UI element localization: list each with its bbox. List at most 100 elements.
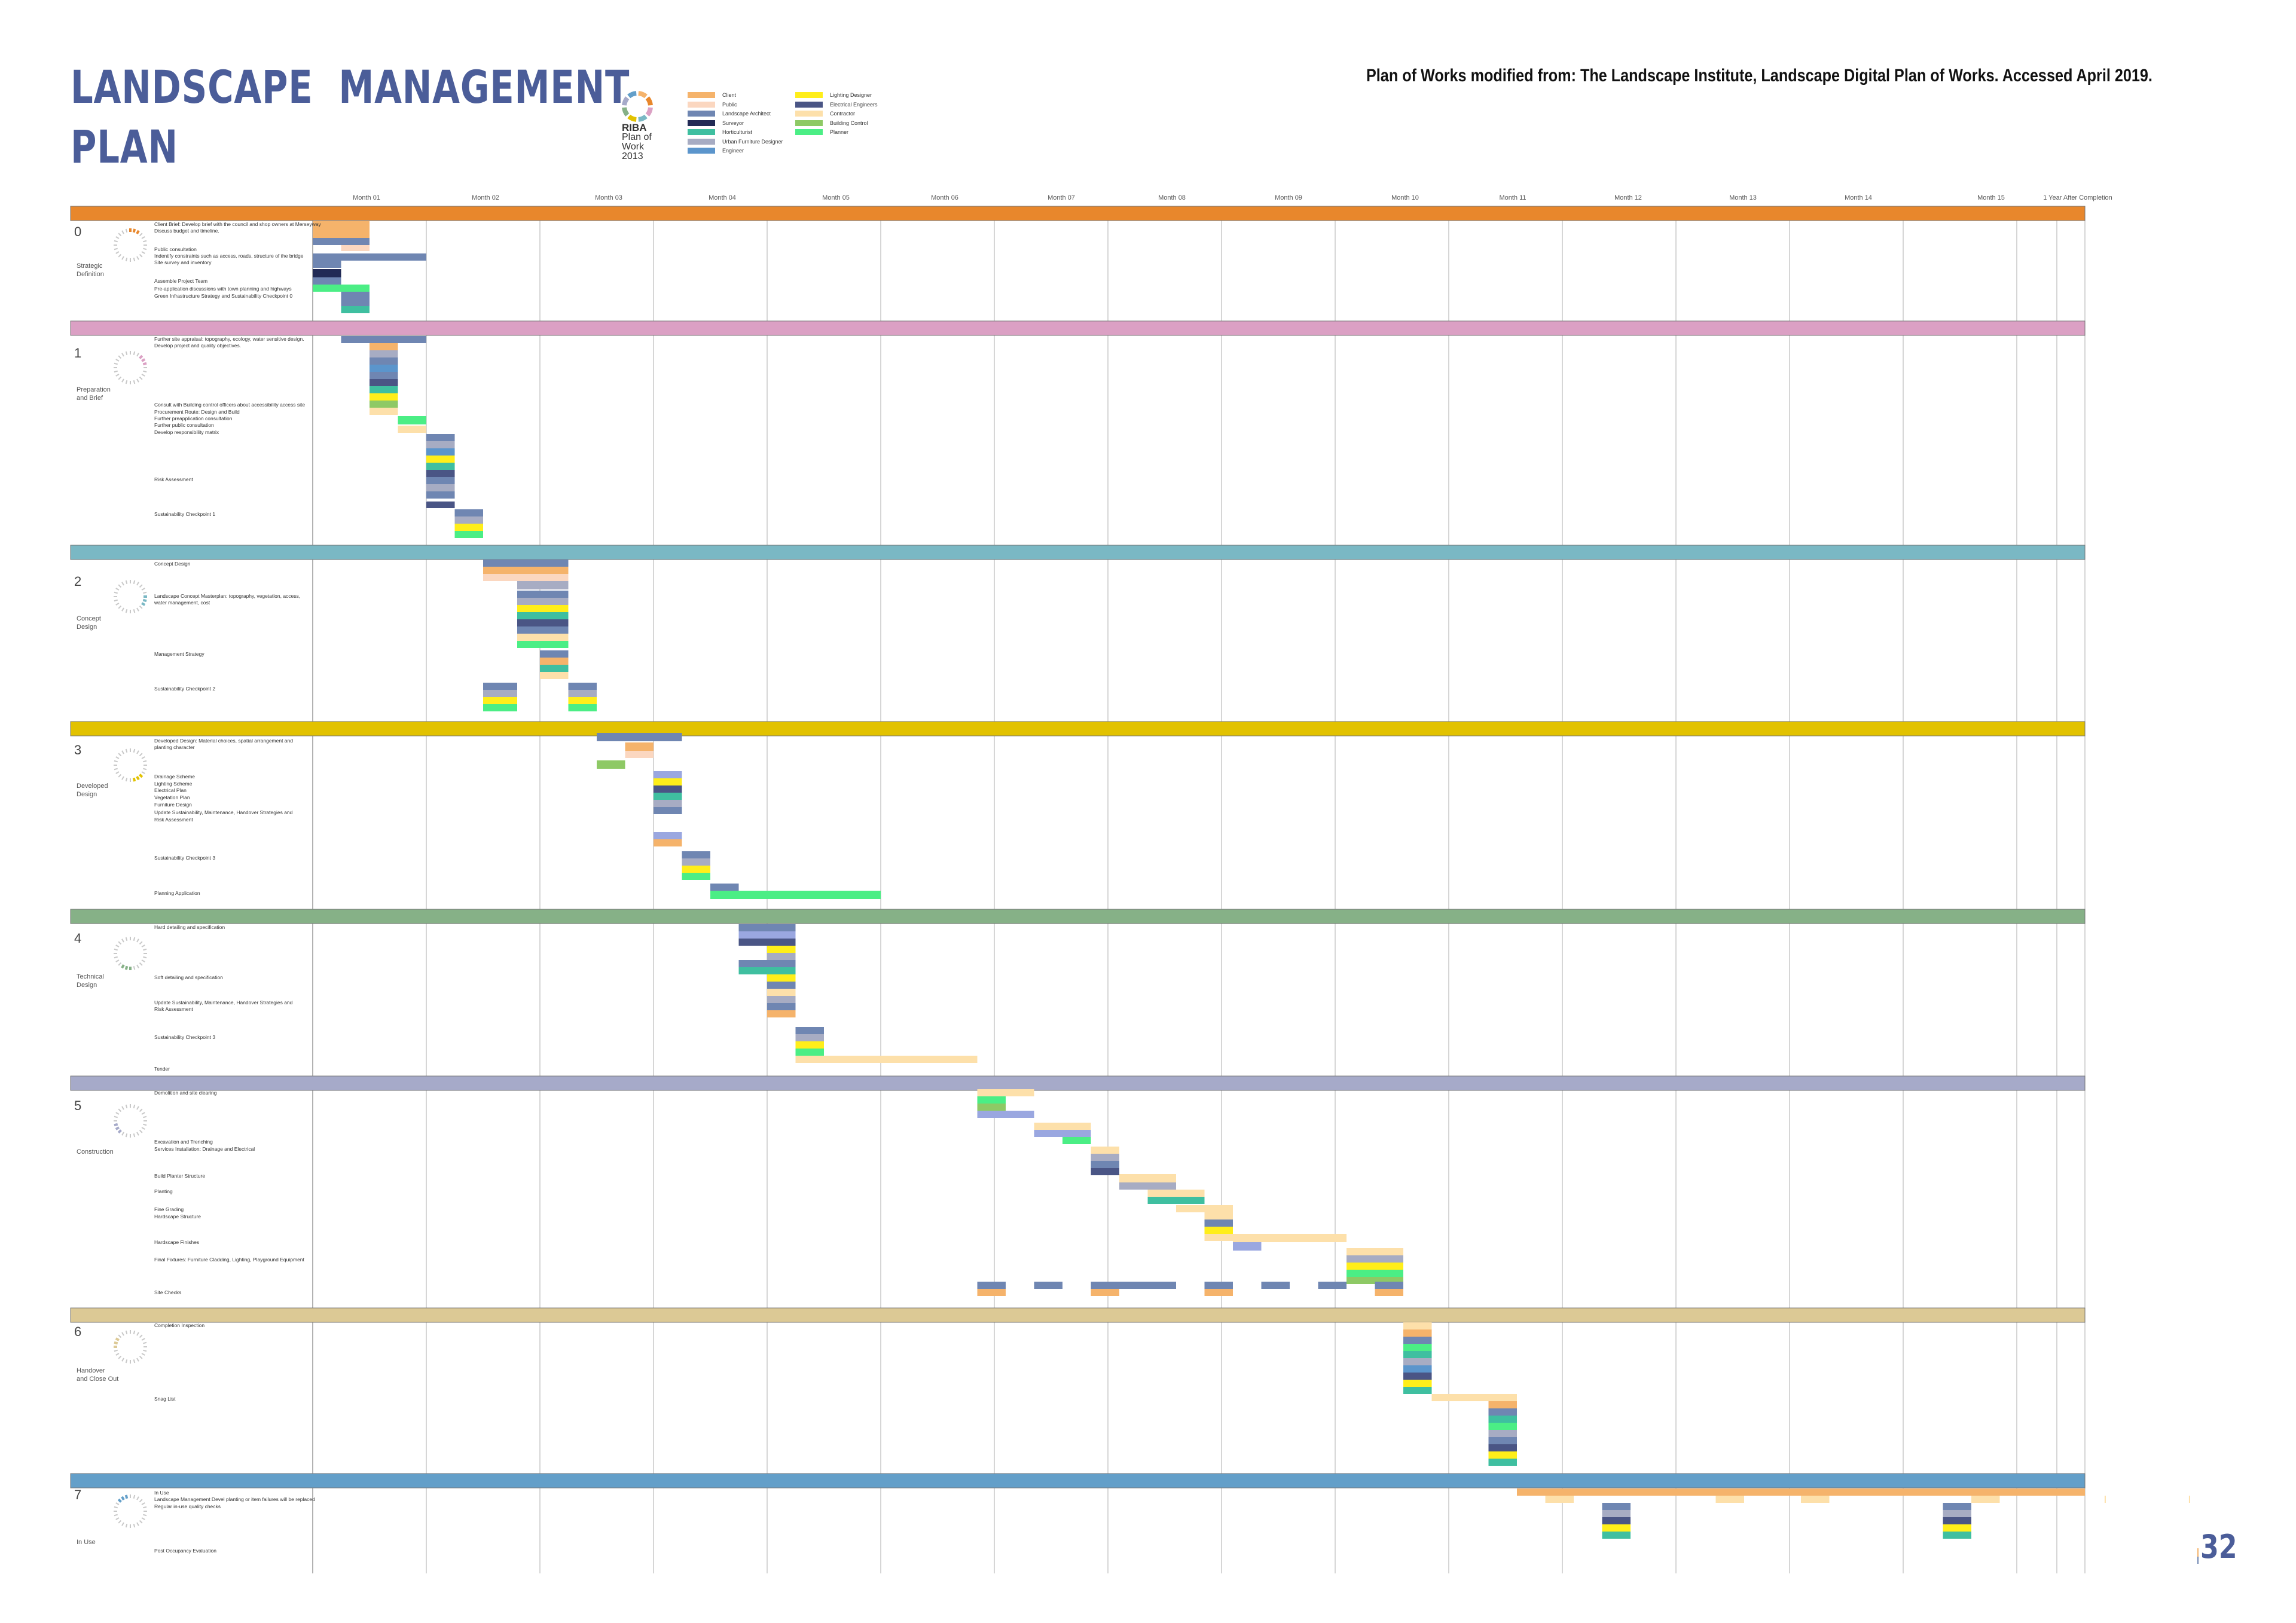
- stage-wheel-tick: [141, 1353, 145, 1356]
- stage-wheel-tick: [142, 1115, 147, 1118]
- stage-wheel-tick: [121, 776, 124, 780]
- task-bar: [1602, 1503, 1631, 1510]
- stage-name: Design: [77, 982, 97, 989]
- task-bar: [1091, 1161, 1119, 1168]
- task-bar: [517, 619, 569, 626]
- task-bar: [1147, 1190, 1205, 1197]
- task-bar: [1204, 1234, 1233, 1241]
- task-bar: [738, 960, 796, 967]
- stage-wheel-tick: [142, 591, 147, 594]
- stage-wheel-tick: [133, 580, 136, 585]
- task-bar: [654, 800, 682, 807]
- task-bar: [454, 516, 483, 524]
- task-bar: [426, 434, 455, 441]
- stage-wheel-tick: [115, 959, 120, 962]
- task-bar: [1233, 1234, 1347, 1242]
- month-label: Month 05: [822, 194, 850, 201]
- task-bar: [1431, 1394, 1517, 1401]
- task-label: Landscape Concept Masterplan: topography…: [154, 593, 300, 599]
- stage-wheel-tick: [136, 1132, 139, 1136]
- stage-wheel-tick: [125, 1359, 128, 1364]
- stage-wheel-tick: [121, 1358, 124, 1362]
- legend-swatch: [795, 92, 823, 98]
- riba-wheel-segment: [627, 114, 637, 122]
- stage-wheel-tick: [114, 1506, 118, 1509]
- stage-name: Strategic: [77, 262, 103, 270]
- legend-label: Public: [722, 101, 737, 108]
- task-label: Electrical Plan: [154, 787, 187, 793]
- stage-number: 4: [74, 931, 81, 946]
- task-bar: [313, 261, 341, 268]
- stage-wheel-tick: [115, 1517, 120, 1520]
- task-bar: [795, 1041, 824, 1049]
- stage-wheel-tick: [141, 945, 145, 947]
- stage-wheel-tick: [133, 1104, 136, 1109]
- task-label: In Use: [154, 1490, 169, 1496]
- task-bar: [1347, 1248, 1403, 1255]
- task-bar: [710, 891, 881, 899]
- task-label: Planning Application: [154, 890, 200, 896]
- stage-wheel-tick: [141, 1502, 145, 1505]
- stage-wheel-tick: [142, 1506, 147, 1509]
- stage-wheel-tick: [114, 948, 118, 951]
- stage-wheel-tick: [118, 1334, 122, 1338]
- task-bar: [654, 807, 682, 814]
- month-label: Month 07: [1048, 194, 1075, 201]
- stage-wheel-tick: [139, 753, 143, 757]
- stage-wheel-tick: [121, 353, 124, 357]
- task-bar: [977, 1111, 1034, 1118]
- stage-name: Concept: [77, 615, 101, 622]
- task-label: Develop project and quality objectives.: [154, 343, 241, 349]
- task-bar: [313, 277, 341, 285]
- task-bar: [568, 697, 597, 704]
- stage-wheel-tick: [133, 257, 136, 262]
- stage-wheel-tick: [118, 941, 122, 945]
- stage-wheel-tick: [133, 609, 136, 613]
- stage-wheel-tick: [121, 1522, 124, 1526]
- task-label: Site Checks: [154, 1289, 181, 1295]
- stage-wheel-tick: [139, 1108, 143, 1112]
- task-bar: [517, 641, 569, 648]
- task-bar: [2197, 1548, 2199, 1557]
- stage-name: Design: [77, 623, 97, 631]
- task-bar: [426, 470, 455, 477]
- task-bar: [1147, 1197, 1205, 1204]
- task-label: Client Brief: Develop brief with the cou…: [154, 221, 321, 227]
- stage-wheel-tick: [115, 588, 120, 591]
- task-bar: [654, 839, 682, 846]
- task-bar: [1176, 1205, 1205, 1212]
- task-bar: [1403, 1351, 1432, 1358]
- task-bar: [1119, 1182, 1176, 1190]
- task-label: Further public consultation: [154, 422, 214, 428]
- legend-label: Contractor: [830, 111, 856, 117]
- task-bar: [454, 524, 483, 531]
- stage-wheel-tick: [133, 351, 136, 356]
- stage-band: [70, 909, 2086, 924]
- stage-wheel-tick: [114, 1349, 118, 1352]
- stage-wheel-tick: [125, 1330, 128, 1335]
- stage-wheel-tick: [114, 370, 118, 373]
- task-bar: [2188, 1496, 2190, 1503]
- task-label: Fine Grading: [154, 1206, 184, 1212]
- stage-wheel-tick: [121, 582, 124, 586]
- stage-wheel-tick: [115, 1337, 120, 1341]
- task-bar: [1119, 1174, 1176, 1182]
- task-bar: [1403, 1373, 1432, 1380]
- stage-wheel-tick: [136, 1106, 139, 1110]
- legend-swatch: [688, 138, 715, 145]
- task-bar: [767, 946, 796, 953]
- stage-wheel-tick: [136, 1332, 139, 1336]
- task-bar: [1545, 1496, 1574, 1503]
- stage-wheel-tick: [125, 1133, 128, 1138]
- stage-wheel-tick: [139, 1129, 143, 1133]
- task-bar: [738, 939, 796, 946]
- task-bar: [1347, 1263, 1403, 1270]
- task-label: Green Infrastructure Strategy and Sustai…: [154, 293, 292, 299]
- stage-name: Handover: [77, 1367, 105, 1374]
- task-bar: [483, 704, 517, 711]
- task-bar: [483, 683, 517, 690]
- task-bar: [540, 567, 569, 574]
- stage-wheel-tick: [142, 1514, 147, 1517]
- stage-wheel-tick: [114, 1123, 118, 1127]
